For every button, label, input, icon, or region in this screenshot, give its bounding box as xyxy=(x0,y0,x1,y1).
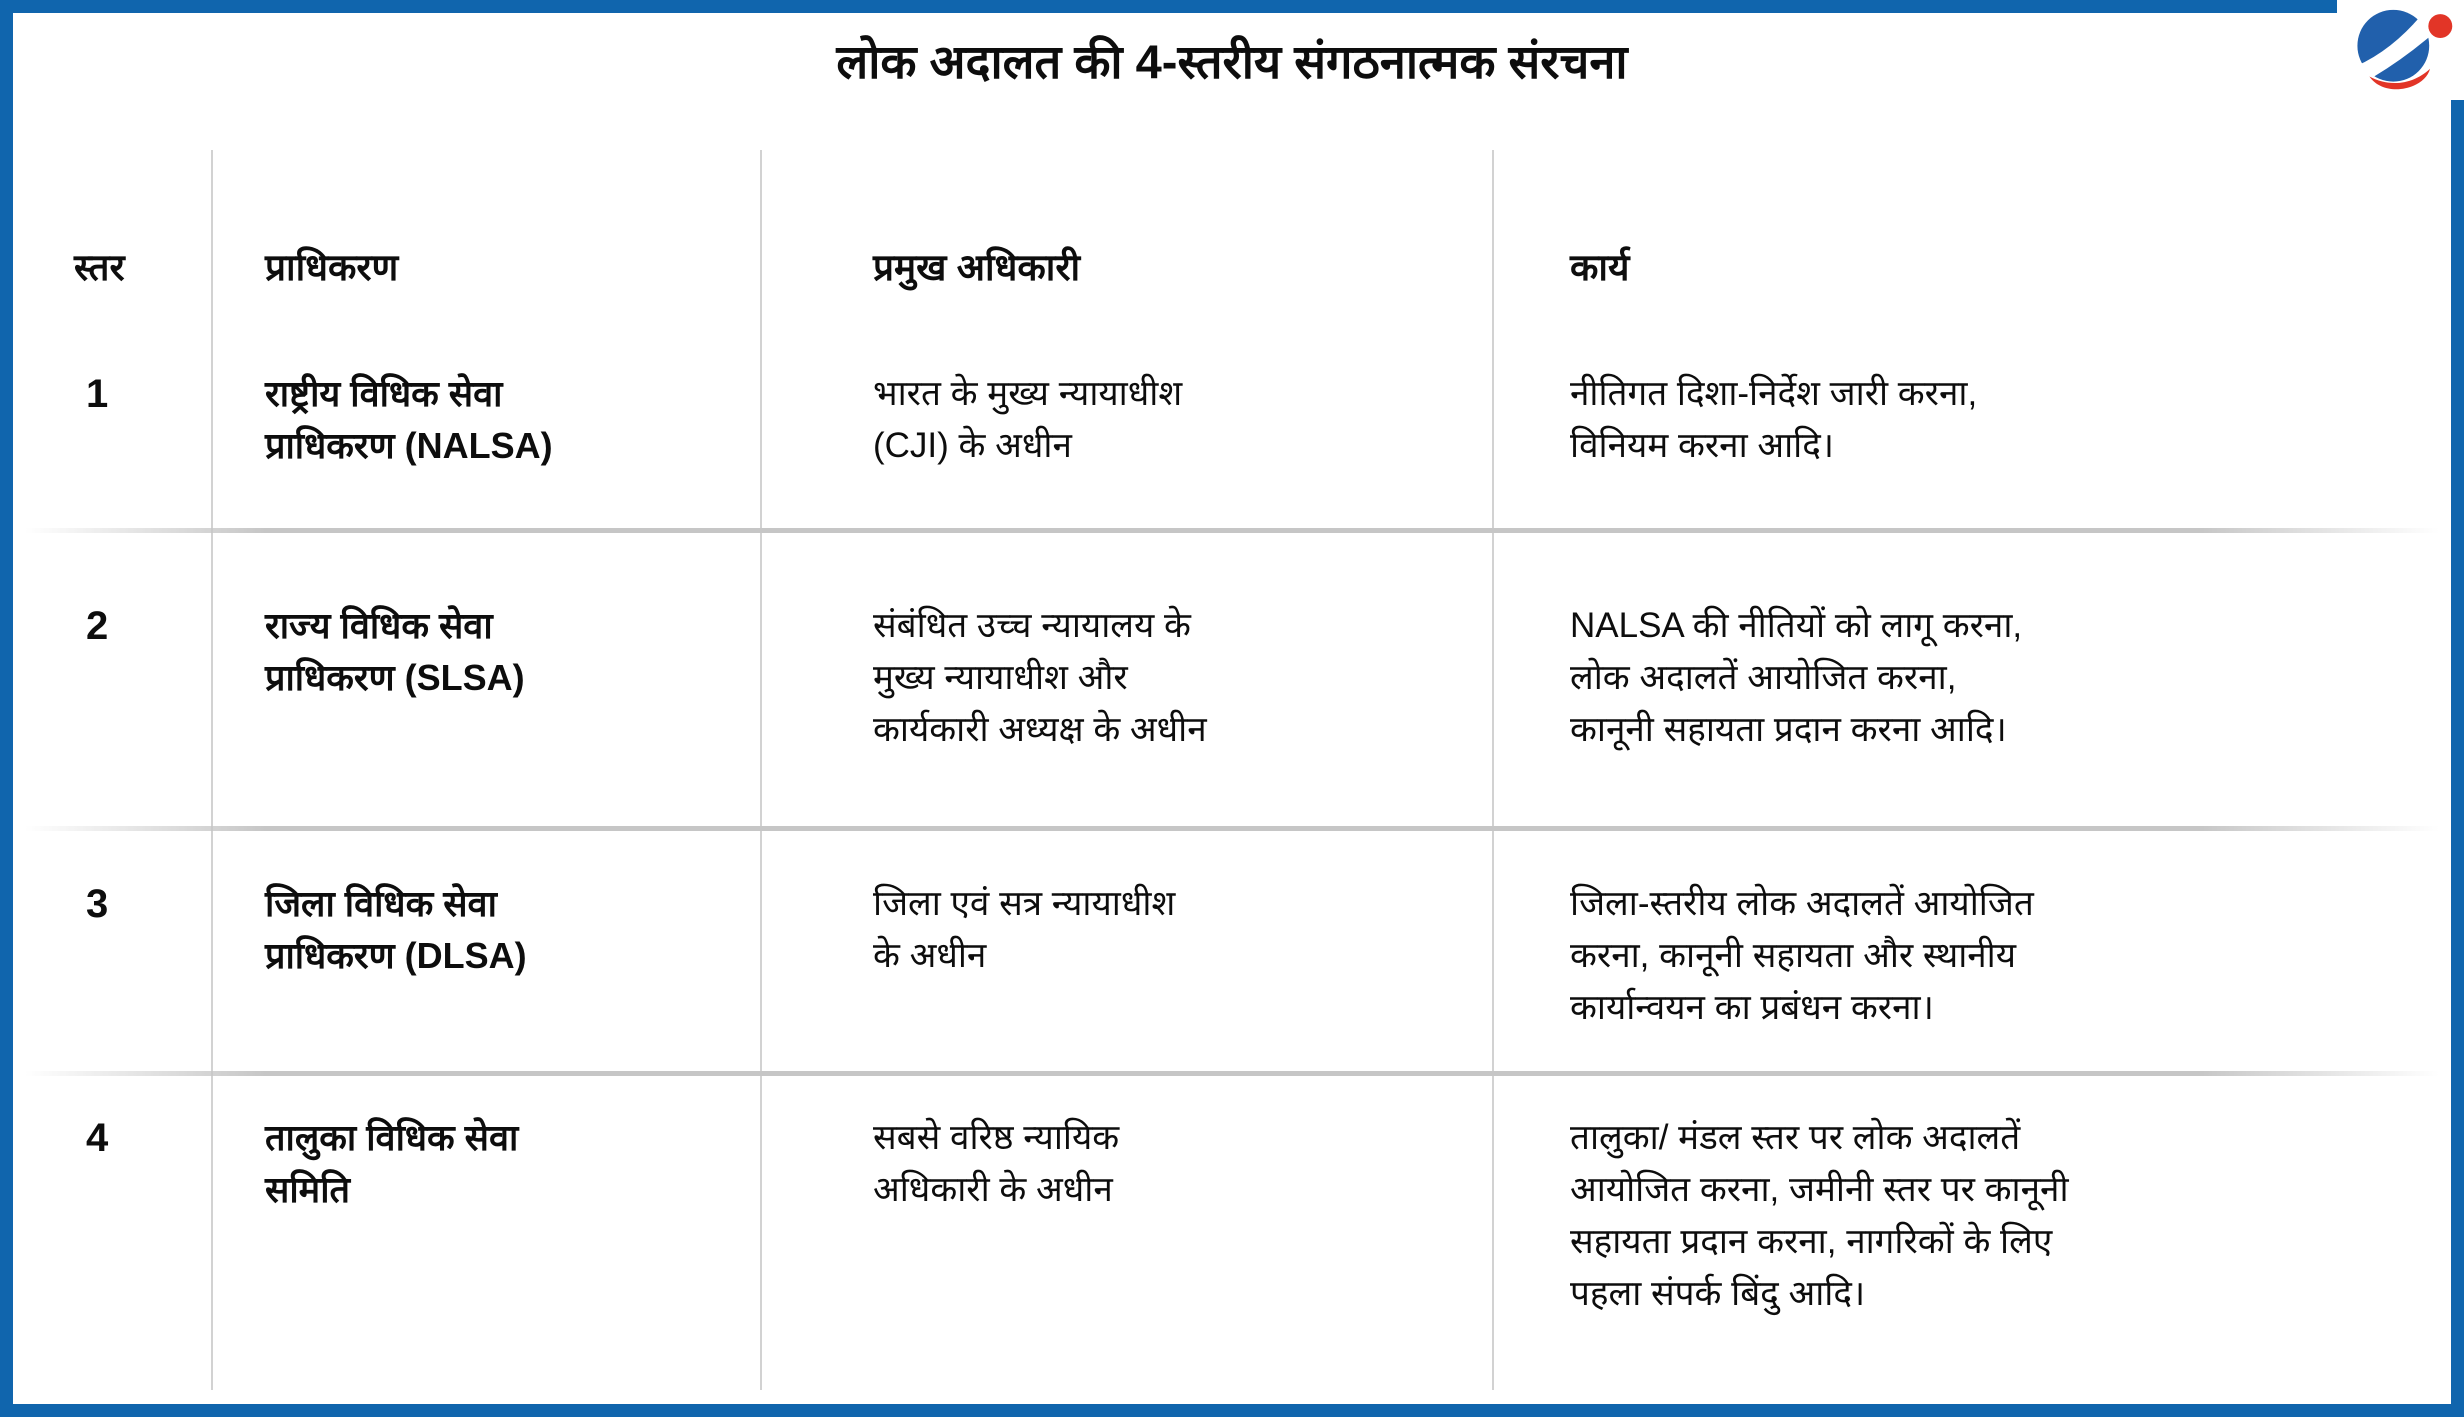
row-4-authority: तालुका विधिक सेवा समिति xyxy=(265,1117,519,1210)
row-2-officer: संबंधित उच्च न्यायालय के मुख्य न्यायाधीश… xyxy=(873,606,1207,749)
header-authority: प्राधिकरण xyxy=(265,247,399,288)
frame-border-top xyxy=(0,0,2464,13)
frame-border-left xyxy=(0,0,13,1417)
row-1-officer: भारत के मुख्य न्यायाधीश (CJI) के अधीन xyxy=(873,374,1183,465)
row-3-authority: जिला विधिक सेवा प्राधिकरण (DLSA) xyxy=(265,883,527,976)
row-4-officer: सबसे वरिष्ठ न्यायिक अधिकारी के अधीन xyxy=(873,1118,1120,1209)
row-4-level: 4 xyxy=(86,1116,109,1160)
row-3-functions: जिला-स्तरीय लोक अदालतें आयोजित करना, कान… xyxy=(1570,884,2034,1027)
header-functions: कार्य xyxy=(1570,247,1630,288)
frame-border-bottom xyxy=(0,1404,2464,1417)
row-2-functions: NALSA की नीतियों को लागू करना, लोक अदालत… xyxy=(1570,606,2023,749)
row-1-level: 1 xyxy=(86,372,109,416)
header-level: स्तर xyxy=(74,247,125,288)
header-officer: प्रमुख अधिकारी xyxy=(873,247,1081,288)
column-divider xyxy=(211,150,213,1390)
row-2-authority: राज्य विधिक सेवा प्राधिकरण (SLSA) xyxy=(265,605,525,698)
row-divider xyxy=(25,826,2439,831)
column-divider xyxy=(1492,150,1494,1390)
row-3-level: 3 xyxy=(86,882,109,926)
globe-swoosh-logo-icon xyxy=(2346,9,2452,90)
row-1-functions: नीतिगत दिशा-निर्देश जारी करना, विनियम कर… xyxy=(1570,374,1978,465)
row-divider xyxy=(25,528,2439,533)
row-4-functions: तालुका/ मंडल स्तर पर लोक अदालतें आयोजित … xyxy=(1570,1118,2069,1313)
row-divider xyxy=(25,1071,2439,1076)
row-1-authority: राष्ट्रीय विधिक सेवा प्राधिकरण (NALSA) xyxy=(265,373,553,466)
page-title: लोक अदालत की 4-स्तरीय संगठनात्मक संरचना xyxy=(836,35,1628,88)
row-2-level: 2 xyxy=(86,604,109,648)
row-3-officer: जिला एवं सत्र न्यायाधीश के अधीन xyxy=(873,884,1176,975)
frame-border-right xyxy=(2451,0,2464,1417)
brand-logo xyxy=(2337,0,2464,100)
column-divider xyxy=(760,150,762,1390)
